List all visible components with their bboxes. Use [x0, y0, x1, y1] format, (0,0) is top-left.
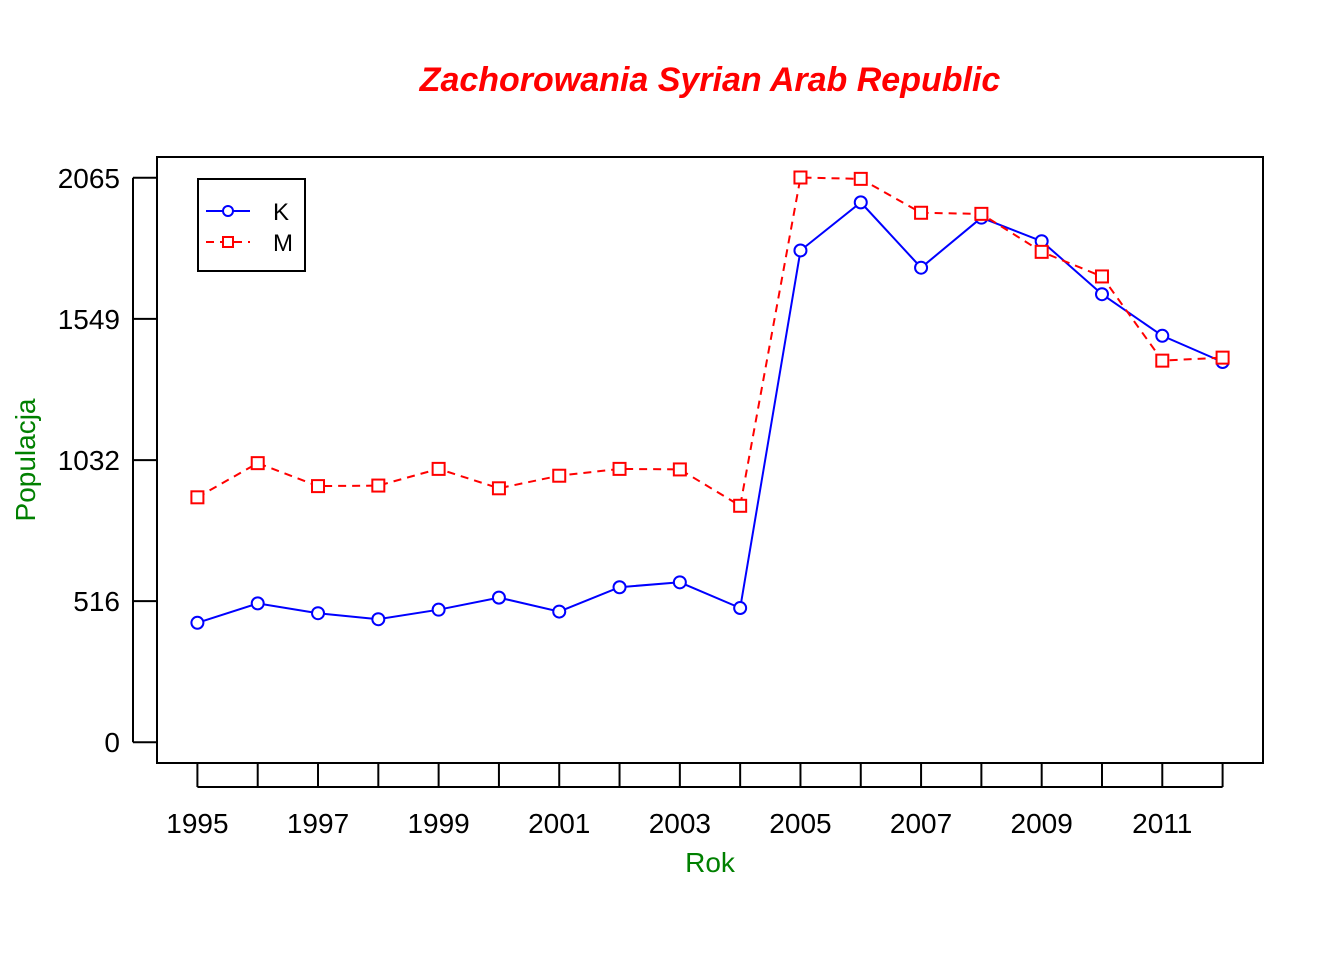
x-tick-label: 1999 [407, 808, 469, 839]
data-point [733, 601, 748, 616]
data-point [853, 171, 868, 186]
legend-label: K [273, 199, 289, 226]
x-axis-label: Rok [685, 847, 736, 878]
data-point [914, 260, 929, 275]
legend-item-K: K [206, 199, 289, 226]
data-point [612, 580, 627, 595]
data-point [190, 615, 205, 630]
y-axis: 0 516 1032 1549 2065 [58, 163, 157, 758]
data-point [672, 462, 687, 477]
data-point [1094, 269, 1109, 284]
series-layer [190, 170, 1230, 630]
data-point [552, 468, 567, 483]
y-tick-label: 516 [73, 586, 120, 617]
data-point [190, 490, 205, 505]
series-K [190, 195, 1230, 630]
y-axis-label: Populacja [10, 398, 41, 521]
data-point [1034, 244, 1049, 259]
x-tick-label: 2001 [528, 808, 590, 839]
x-tick-label: 2003 [649, 808, 711, 839]
data-point [612, 461, 627, 476]
x-tick-label: 2011 [1132, 808, 1192, 839]
series-line [197, 201, 1223, 624]
data-point [733, 498, 748, 513]
series-M [190, 170, 1230, 513]
y-tick-label: 1549 [58, 304, 120, 335]
data-point [311, 606, 326, 621]
y-tick-label: 0 [104, 727, 120, 758]
data-point [1155, 353, 1170, 368]
x-tick-label: 2005 [769, 808, 831, 839]
legend-marker [222, 236, 234, 248]
data-point [491, 481, 506, 496]
data-point [1155, 328, 1170, 343]
legend: KM [197, 178, 306, 272]
series-line [196, 176, 1223, 508]
data-point [1094, 287, 1109, 302]
data-point [371, 612, 386, 627]
x-axis: 1995 1997 1999 2001 2003 2005 2007 2009 2011 [166, 763, 1224, 839]
y-tick-label: 1032 [58, 445, 120, 476]
data-point [1215, 350, 1230, 365]
data-point [250, 456, 265, 471]
x-tick-label: 2009 [1011, 808, 1073, 839]
y-tick-label: 2065 [58, 163, 120, 194]
plot-area [156, 156, 1264, 764]
legend-marker [222, 205, 234, 217]
chart-title: Zachorowania Syrian Arab Republic [419, 61, 1001, 99]
data-point [552, 604, 567, 619]
data-point [431, 602, 446, 617]
legend-box [197, 178, 306, 272]
data-point [431, 461, 446, 476]
data-point [250, 596, 265, 611]
x-tick-label: 1997 [287, 808, 349, 839]
x-tick-label: 1995 [166, 808, 228, 839]
data-point [672, 575, 687, 590]
data-point [371, 478, 386, 493]
x-tick-label: 2007 [890, 808, 952, 839]
legend-label: M [273, 230, 293, 257]
data-point [974, 206, 989, 221]
data-point [491, 590, 506, 605]
data-point [311, 479, 326, 494]
data-point [793, 243, 808, 258]
data-point [793, 170, 808, 185]
data-point [914, 205, 929, 220]
data-point [853, 195, 868, 210]
legend-item-M: M [206, 230, 293, 257]
